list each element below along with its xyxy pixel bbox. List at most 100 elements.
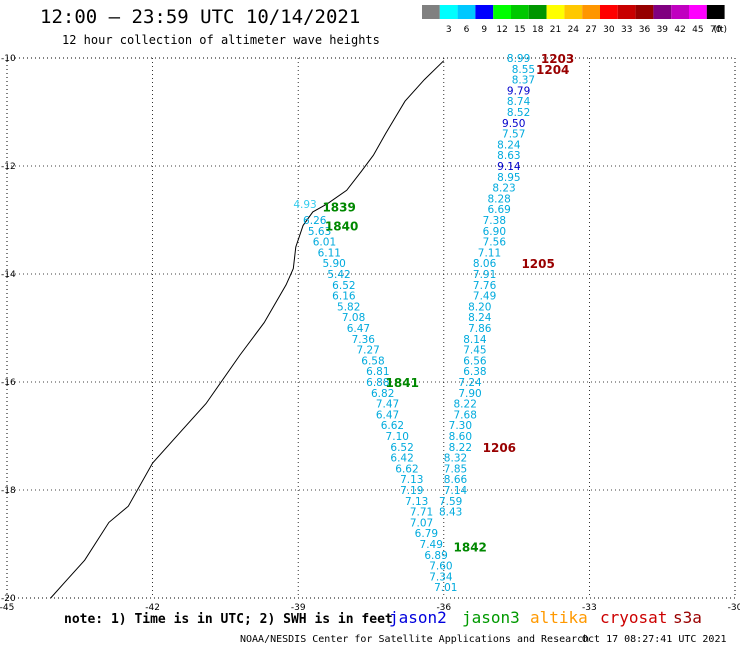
y-tick-label: -12 (1, 162, 16, 172)
colorbar-swatch (457, 5, 476, 19)
wave-height-label: 6.82 (371, 388, 394, 400)
wave-height-label: 7.11 (478, 247, 501, 259)
generation-timestamp: Oct 17 08:27:41 UTC 2021 (582, 634, 727, 645)
colorbar-tick-label: 15 (514, 25, 525, 35)
y-tick-label: -16 (1, 378, 16, 388)
wave-height-label: 7.86 (468, 323, 492, 335)
pass-time-label: 1842 (454, 541, 487, 555)
colorbar-tick-label: 27 (585, 25, 596, 35)
wave-height-map: -45 -42 -39 -36 -33 -30 -10 -12 -14 -16 -18 -20 8.99… (0, 52, 740, 612)
wave-height-label: 7.68 (454, 409, 477, 421)
x-tick-label: -33 (582, 603, 597, 612)
pass-time-label: 1841 (386, 376, 419, 390)
x-tick-label: -39 (291, 603, 306, 612)
wave-height-label: 6.47 (376, 409, 399, 421)
wave-height-label: 7.49 (473, 291, 496, 303)
colorbar-tick-label: 12 (496, 25, 507, 35)
wave-height-label: 6.58 (361, 355, 384, 367)
wave-height-label: 6.52 (332, 280, 355, 292)
wave-height-label: 8.55 (512, 64, 535, 76)
x-tick-label: -42 (145, 603, 160, 612)
page-subtitle: 12 hour collection of altimeter wave hei… (62, 33, 380, 47)
wave-height-label: 8.63 (497, 150, 520, 162)
pass-time-label: 1204 (536, 63, 569, 77)
wave-height-label: 6.11 (318, 247, 341, 259)
wave-height-label: 8.32 (444, 453, 467, 465)
wave-height-label: 7.14 (444, 485, 468, 497)
wave-height-label: 7.71 (410, 507, 433, 519)
wave-height-label: 8.37 (512, 75, 535, 87)
colorbar-swatch (600, 5, 618, 19)
wave-height-label: 6.88 (366, 377, 389, 389)
wave-height-label: 6.79 (415, 528, 438, 540)
wave-height-label: 6.16 (332, 291, 356, 303)
wave-height-label: 8.99 (507, 53, 530, 65)
wave-height-label: 6.62 (395, 463, 418, 475)
wave-height-label: 7.57 (502, 129, 525, 141)
wave-height-label: 7.76 (473, 280, 497, 292)
wave-height-label: 9.14 (497, 161, 521, 173)
wave-height-colorbar: 3 6 9 12 15 18 21 24 27 30 33 36 39 42 45 70(ft) (422, 5, 727, 35)
wave-height-label: 6.01 (313, 237, 336, 249)
wave-height-label: 8.95 (497, 172, 520, 184)
wave-height-label: 7.90 (458, 388, 481, 400)
wave-height-label: 8.60 (449, 431, 472, 443)
pass-time-label: 1205 (521, 257, 554, 271)
legend-jason2: jason2 (389, 608, 447, 627)
legend-s3a: s3a (673, 608, 702, 627)
wave-height-label: 4.93 (293, 199, 316, 211)
wave-height-label: 8.20 (468, 301, 491, 313)
wave-height-label: 8.66 (444, 474, 468, 486)
wave-height-label: 8.24 (468, 312, 492, 324)
wave-height-label: 7.24 (458, 377, 482, 389)
wave-height-label: 7.85 (444, 463, 467, 475)
wave-height-label: 7.49 (420, 539, 443, 551)
wave-height-label: 8.14 (463, 334, 487, 346)
pass-time-label: 1839 (322, 201, 355, 215)
colorbar-swatch (671, 5, 689, 19)
colorbar-tick-label: 6 (464, 25, 470, 35)
credit-text: NOAA/NESDIS Center for Satellite Applica… (240, 634, 590, 645)
wave-height-label: 6.89 (424, 550, 447, 562)
legend-jason3: jason3 (462, 608, 520, 627)
colorbar-swatch (439, 5, 458, 19)
colorbar-tick-label: 30 (603, 25, 615, 35)
wave-height-label: 8.74 (507, 96, 531, 108)
coastline (50, 60, 445, 599)
wave-height-label: 7.45 (463, 345, 486, 357)
colorbar-tick-label: 21 (550, 25, 561, 35)
colorbar-swatch (653, 5, 672, 19)
colorbar-tick-label: 36 (639, 25, 651, 35)
y-tick-label: -18 (1, 486, 16, 496)
colorbar-tick-label: 3 (446, 25, 452, 35)
wave-height-label: 6.90 (483, 226, 506, 238)
wave-height-label: 6.81 (366, 366, 389, 378)
colorbar-tick-label: 33 (621, 25, 632, 35)
wave-height-label: 8.24 (497, 139, 521, 151)
colorbar-swatch (475, 5, 494, 19)
colorbar-swatch (546, 5, 565, 19)
pass-time-label: 1840 (325, 219, 358, 233)
colorbar-swatch (422, 5, 440, 19)
pass-time-label: 1206 (483, 441, 516, 455)
wave-height-label: 8.06 (473, 258, 497, 270)
wave-height-label: 6.69 (487, 204, 510, 216)
legend-altika: altika (530, 608, 588, 627)
colorbar-swatch (511, 5, 529, 19)
wave-height-label: 7.36 (352, 334, 376, 346)
colorbar-swatch (528, 5, 547, 19)
wave-height-label: 7.13 (400, 474, 423, 486)
wave-height-label: 7.91 (473, 269, 496, 281)
wave-height-label: 7.34 (429, 571, 453, 583)
wave-height-label: 5.63 (308, 226, 331, 238)
wave-height-label: 6.38 (463, 366, 486, 378)
wave-height-label: 5.90 (322, 258, 345, 270)
wave-height-label: 7.07 (410, 517, 433, 529)
wave-height-label: 6.56 (463, 355, 487, 367)
x-tick-label: -45 (0, 603, 14, 612)
colorbar-tick-label: 18 (532, 25, 544, 35)
y-tick-label: -20 (1, 594, 16, 604)
wave-height-label: 8.43 (439, 507, 462, 519)
footer-note: note: 1) Time is in UTC; 2) SWH is in fe… (64, 612, 393, 627)
colorbar-swatch (635, 5, 654, 19)
